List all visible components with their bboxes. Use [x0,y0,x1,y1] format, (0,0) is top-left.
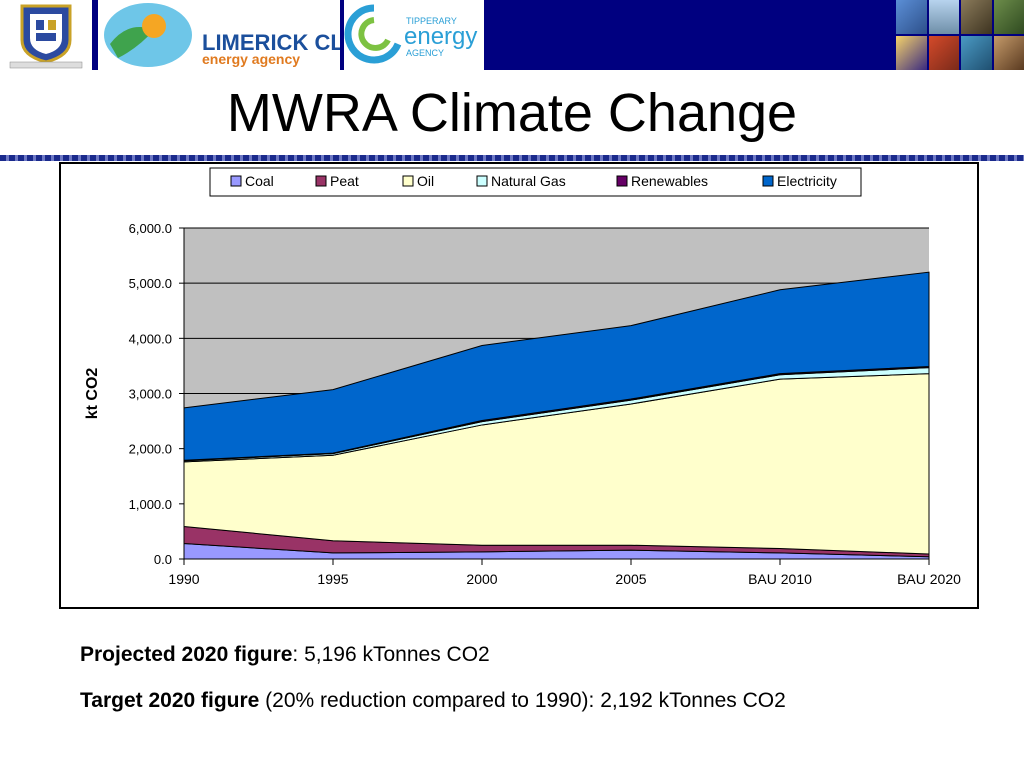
y-tick-label: 0.0 [154,552,172,567]
chart-legend: Coal Peat Oil Natural Gas Renewables Electric… [209,167,862,197]
chart-frame: Coal Peat Oil Natural Gas Renewables Electric… [59,162,979,609]
legend-swatch [230,175,242,187]
axes: 0.0 1,000.0 2,000.0 3,000.0 4,000.0 5,000.0 6,… [129,221,961,587]
crest-icon [9,4,83,69]
energy-photo-collage [896,0,1024,70]
legend-swatch [315,175,327,187]
area-electricity [183,271,930,461]
mid-west-authority-logo [0,0,92,70]
peat-photo [961,0,992,34]
legend-label: Peat [330,173,359,189]
legend-label: Oil [417,173,434,189]
legend-swatch [476,175,488,187]
legend-swatch [762,175,774,187]
y-tick-label: 2,000.0 [129,442,172,457]
tea-logo-graphic: TIPPERARY energy AGENCY [344,4,477,64]
x-tick-label: BAU 2020 [897,571,961,587]
y-tick-label: 5,000.0 [129,276,172,291]
legend-label: Coal [245,173,274,189]
target-label: Target 2020 figure [80,689,260,712]
legend-swatch [402,175,414,187]
y-tick-label: 3,000.0 [129,387,172,402]
target-text: (20% reduction compared to 1990): 2,192 … [259,689,786,712]
title-divider [0,155,1024,161]
y-tick-label: 6,000.0 [129,221,172,236]
x-tick-label: 2000 [466,571,497,587]
header-bar: LIMERICK CLARE energy agency TIPPERARY e… [0,0,1024,70]
light-bulb-photo [896,36,927,70]
lcea-line2: energy agency [202,51,300,67]
tea-line2: energy [404,23,477,50]
legend-label: Renewables [631,173,708,189]
limerick-clare-energy-agency-logo: LIMERICK CLARE energy agency [98,0,390,70]
projected-note: Projected 2020 figure: 5,196 kTonnes CO2 [80,643,490,667]
wind-turbine-photo [928,0,959,34]
y-tick-label: 4,000.0 [129,331,172,346]
flame-photo [928,36,959,70]
legend-swatch [616,175,628,187]
tea-line3: AGENCY [406,48,444,58]
x-tick-label: 2005 [615,571,646,587]
x-tick-label: 1995 [317,571,348,587]
x-tick-label: 1990 [168,571,199,587]
projected-text: : 5,196 kTonnes CO2 [292,643,490,666]
worker-photo [993,36,1024,70]
lcea-logo-graphic: LIMERICK CLARE energy agency [104,3,390,67]
y-axis-label: kt CO2 [84,368,101,420]
solar-panel-photo [896,0,927,34]
x-tick-label: BAU 2010 [748,571,812,587]
legend-label: Electricity [777,173,837,189]
stacked-area-chart: Coal Peat Oil Natural Gas Renewables Electric… [84,167,961,587]
tea-line1: TIPPERARY [406,16,457,26]
series-areas [183,271,930,560]
forest-photo [993,0,1024,34]
slide-title: MWRA Climate Change [226,83,798,143]
water-photo [961,36,992,70]
projected-label: Projected 2020 figure [80,643,293,666]
legend-label: Natural Gas [491,173,566,189]
target-note: Target 2020 figure (20% reduction compar… [80,689,786,713]
tipperary-energy-agency-logo: TIPPERARY energy AGENCY [344,0,484,70]
y-tick-label: 1,000.0 [129,497,172,512]
